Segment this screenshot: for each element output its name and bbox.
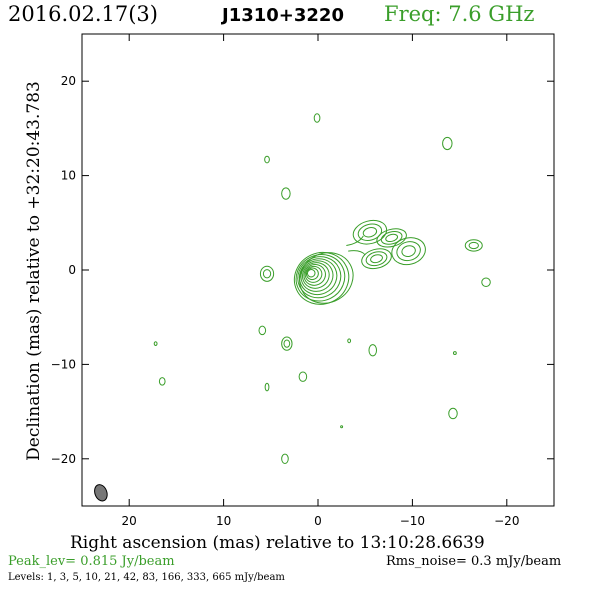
noise-contour <box>153 341 158 347</box>
noise-contour <box>368 344 378 357</box>
jet-contour <box>385 233 399 243</box>
frequency-label: Freq: 7.6 GHz <box>384 2 535 26</box>
jet-bridge <box>346 235 364 246</box>
y-axis-label: Declination (mas) relative to +32:20:43.… <box>24 81 44 461</box>
core-contour <box>303 264 326 286</box>
x-tick-label: 10 <box>216 514 231 528</box>
core-contour <box>302 262 330 289</box>
noise-contour <box>262 269 272 279</box>
noise-contour <box>158 377 166 386</box>
core-contour <box>305 267 319 281</box>
jet-contour <box>401 245 416 258</box>
x-tick-label: 0 <box>314 514 322 528</box>
noise-contour <box>340 425 344 429</box>
jet-contour <box>376 228 407 248</box>
y-tick-label: 10 <box>61 169 76 183</box>
noise-contour <box>464 239 483 252</box>
x-axis-label: Right ascension (mas) relative to 13:10:… <box>70 533 485 553</box>
noise-contour <box>259 265 275 282</box>
noise-contour <box>264 155 270 164</box>
jet-bridge <box>348 250 366 256</box>
noise-contour <box>283 339 291 348</box>
noise-contour <box>452 351 457 355</box>
plot-frame <box>81 33 555 507</box>
jet-contour <box>362 227 378 238</box>
noise-contour <box>258 325 267 336</box>
y-tick-label: 20 <box>61 74 76 88</box>
noise-contour <box>481 277 491 288</box>
noise-contour <box>468 241 479 250</box>
core-contour <box>306 269 316 278</box>
jet-contour <box>357 223 383 241</box>
noise-contour <box>281 336 293 351</box>
jet-contour <box>365 251 388 267</box>
noise-contour <box>313 113 321 123</box>
core-contour <box>295 254 346 302</box>
y-tick-label: −10 <box>51 357 76 371</box>
y-tick-label: −20 <box>51 452 76 466</box>
observation-date: 2016.02.17(3) <box>8 2 158 26</box>
core-contour <box>299 252 354 304</box>
jet-contour <box>391 237 426 266</box>
beam-ellipse <box>94 484 108 502</box>
jet-contour <box>370 254 383 264</box>
jet-contour <box>380 231 403 245</box>
noise-contour <box>442 136 453 151</box>
noise-contour <box>281 453 289 465</box>
jet-contour <box>361 248 392 270</box>
noise-contour <box>264 382 270 392</box>
noise-contour <box>347 338 352 344</box>
noise-contour <box>448 407 458 420</box>
jet-contour <box>352 219 388 245</box>
peak-level: Peak_lev= 0.815 Jy/beam <box>8 554 175 569</box>
core-contour <box>298 258 338 296</box>
noise-contour <box>281 187 291 200</box>
source-name: J1310+3220 <box>222 5 344 26</box>
core-contour <box>304 265 323 283</box>
rms-noise: Rms_noise= 0.3 mJy/beam <box>386 554 562 569</box>
noise-contour <box>298 371 308 382</box>
x-tick-label: −10 <box>400 514 425 528</box>
y-tick-label: 0 <box>68 263 76 277</box>
contour-levels: Levels: 1, 3, 5, 10, 21, 42, 83, 166, 33… <box>8 572 285 583</box>
x-tick-label: −20 <box>494 514 519 528</box>
core-contour <box>300 260 334 292</box>
jet-contour <box>396 241 421 262</box>
x-tick-label: 20 <box>122 514 137 528</box>
